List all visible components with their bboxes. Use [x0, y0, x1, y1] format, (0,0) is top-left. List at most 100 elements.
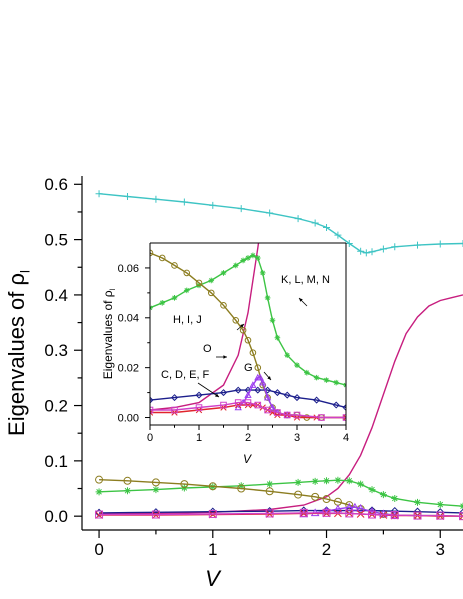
inset-series-1-point: [183, 287, 190, 294]
inset-plot: 0 1 2 3 4 0.00 0.02 0.04 0.06 V Eigenvalues of ρl K…: [101, 242, 349, 466]
main-series-3-point: [322, 495, 331, 504]
inset-annotation-arrowhead: [240, 324, 244, 328]
main-series-2-point: [357, 480, 365, 488]
main-series-0-point: [95, 190, 103, 198]
main-series-7-point: [436, 511, 445, 520]
main-series-0-point: [334, 231, 342, 239]
main-series-4-point: [458, 508, 463, 518]
inset-series-3-point: [195, 391, 203, 399]
inset-series-6-line: [150, 401, 346, 419]
inset-series-6-point: [234, 399, 242, 406]
main-series-2-point: [391, 494, 399, 502]
main-series-2-point: [334, 476, 342, 484]
main-series-7-point: [345, 509, 354, 518]
inset-series-3-point: [283, 391, 291, 399]
main-series-0-point: [345, 239, 353, 247]
inset-series-1-point: [294, 362, 300, 368]
inset-series-3-point: [219, 389, 228, 397]
inset-series-1-point: [259, 270, 266, 276]
main-y-tick-label: 0.6: [44, 175, 68, 194]
main-plot: 0 1 2 3 0.0 0.1 0.2 0.3 0.4 0.5 0.6 V Eigenvalues of…: [4, 175, 463, 591]
main-series-3-point: [294, 490, 303, 499]
inset-series-2-point: [207, 289, 215, 297]
main-series-0-point: [436, 240, 444, 248]
inset-series-4-point: [256, 373, 264, 381]
inset-annotation-label: K, L, M, N: [281, 274, 330, 286]
inset-series-3-point: [273, 389, 281, 397]
main-series-0-point: [152, 195, 160, 203]
main-y-tick-label: 0.0: [44, 507, 68, 526]
main-series-2-point: [123, 487, 131, 495]
main-y-axis-label: Eigenvalues of ρl: [4, 270, 33, 436]
inset-series-3-point: [332, 401, 340, 409]
main-series-3-point: [123, 476, 132, 485]
main-series-2-point: [436, 501, 444, 509]
main-x-tick-label: 0: [94, 540, 103, 559]
inset-series-3-point: [234, 386, 242, 394]
inset-x-axis-label: V: [243, 452, 252, 466]
inset-series-6-point: [150, 406, 154, 414]
inset-x-tick-label: 3: [294, 432, 300, 444]
inset-series-4-point: [263, 393, 272, 401]
inset-series-1-point: [313, 374, 320, 381]
inset-series-0-line: [150, 243, 260, 411]
main-series-5-point: [350, 502, 360, 511]
inset-annotation-arrowhead: [223, 355, 227, 359]
main-series-0-point: [357, 247, 365, 255]
main-series-7-point: [208, 509, 217, 518]
inset-series-6-point: [244, 399, 252, 406]
inset-series-2-point: [249, 349, 257, 356]
main-series-7-point: [390, 511, 399, 520]
main-series-2-point: [459, 502, 463, 510]
inset-annotation-label: G: [244, 362, 253, 374]
inset-y-tick-label: 0.00: [118, 412, 139, 424]
main-x-tick-label: 2: [322, 540, 331, 559]
main-series-0-point: [362, 249, 370, 257]
inset-series-1-point: [269, 317, 276, 324]
main-series-5-line: [303, 506, 395, 516]
inset-series-6-point: [274, 409, 281, 416]
inset-series-6-point: [220, 401, 227, 409]
inset-series-6-point: [318, 414, 325, 421]
main-series-4-point: [94, 508, 104, 518]
inset-series-4-point: [259, 378, 267, 386]
inset-series-3-line: [150, 389, 346, 409]
main-series-3-point: [95, 475, 104, 484]
inset-series-1-point: [208, 277, 215, 284]
main-series-3-point: [265, 487, 274, 496]
main-series-7-point: [265, 509, 274, 518]
main-x-tick-label: 3: [436, 540, 445, 559]
inset-series-1-point: [245, 255, 251, 261]
inset-series-group: [150, 243, 346, 421]
inset-annotation-label: C, D, E, F: [161, 369, 210, 381]
inset-series-4-point: [234, 403, 242, 411]
inset-series-6-point: [195, 404, 203, 411]
main-series-0-point: [414, 241, 422, 249]
main-series-7-point: [299, 508, 308, 517]
inset-y-tick-label: 0.02: [118, 363, 139, 375]
inset-series-2-point: [232, 316, 240, 324]
main-series-0-point: [180, 198, 188, 206]
inset-series-4-point: [268, 403, 277, 411]
main-series-0-point: [294, 215, 302, 223]
main-series-3-point: [345, 501, 354, 510]
main-series-7-point: [368, 510, 377, 519]
inset-series-1-point: [159, 300, 166, 306]
inset-annotation-label: H, I, J: [173, 314, 202, 326]
inset-series-1-point: [333, 379, 339, 386]
main-series-7-point: [413, 511, 422, 520]
main-series-2-point: [345, 477, 353, 485]
inset-series-1-point: [240, 257, 246, 264]
inset-series-2-point: [220, 302, 227, 309]
inset-series-6-point: [342, 414, 346, 421]
main-series-7-point: [459, 512, 463, 521]
main-series-0-point: [209, 201, 217, 209]
main-series-5-point: [356, 503, 365, 512]
inset-series-6-point: [264, 406, 271, 414]
main-series-0-point: [323, 223, 331, 231]
main-series-0-point: [379, 245, 387, 253]
inset-series-3-point: [313, 396, 321, 404]
inset-series-3-point: [342, 404, 346, 412]
main-series-2-point: [323, 477, 331, 485]
